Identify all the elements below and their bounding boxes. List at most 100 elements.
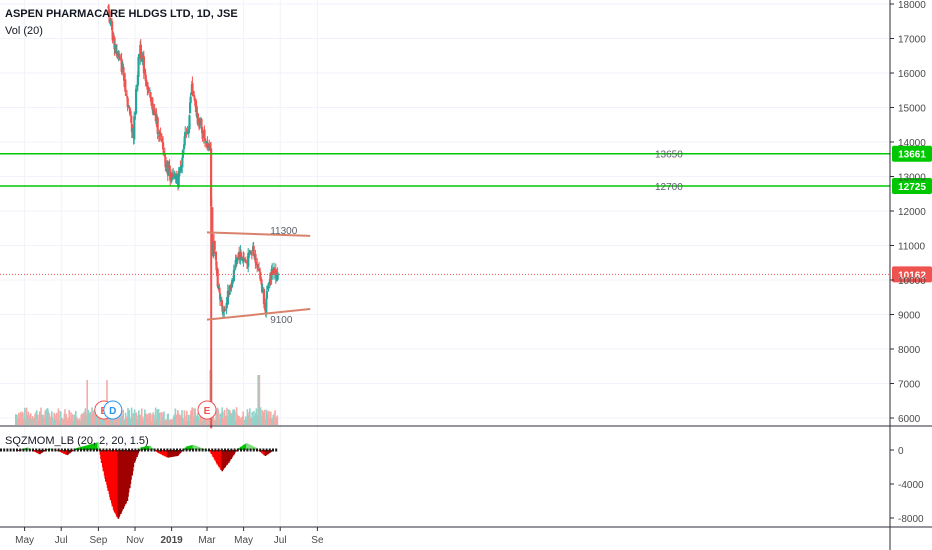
- candle-body: [187, 129, 190, 134]
- volume-bar: [43, 417, 45, 425]
- candle-body: [261, 289, 264, 293]
- candle-body: [256, 266, 259, 268]
- volume-bar: [81, 413, 83, 425]
- candle-body: [273, 268, 276, 270]
- momentum-bar: [240, 446, 243, 450]
- price-tick-label: 13000: [898, 173, 926, 184]
- volume-bar: [265, 409, 268, 425]
- momentum-bar: [135, 450, 137, 459]
- momentum-bar: [226, 450, 229, 464]
- momentum-bar: [90, 444, 92, 450]
- price-tick-label: 7000: [898, 380, 921, 391]
- volume-bar: [268, 410, 270, 425]
- momentum-bar: [43, 450, 46, 452]
- momentum-axis[interactable]: 0 -4000 -8000: [890, 446, 924, 525]
- volume-bar: [129, 419, 132, 425]
- volume-bar: [53, 412, 55, 425]
- trendline[interactable]: [206, 307, 311, 321]
- volume-bar: [118, 410, 121, 425]
- volume-bar: [186, 410, 188, 425]
- indicator-legend[interactable]: SQZMOM_LB (20, 2, 20, 1.5): [5, 435, 149, 447]
- volume-bar: [68, 409, 70, 425]
- volume-bar: [125, 417, 127, 425]
- candle-body: [129, 108, 132, 115]
- volume-bar: [45, 408, 48, 425]
- volume-bar: [62, 419, 64, 425]
- candle-body: [169, 171, 172, 181]
- candle-body: [211, 207, 214, 256]
- volume-bar: [83, 411, 85, 425]
- momentum-bar: [40, 450, 42, 454]
- candle-body: [244, 260, 247, 262]
- trendline-label: 11300: [270, 226, 298, 237]
- volume-bar: [72, 420, 75, 425]
- volume-bar: [132, 413, 135, 425]
- candle-body: [141, 56, 144, 62]
- trendline[interactable]: [206, 231, 311, 237]
- candle-body: [114, 45, 117, 48]
- volume-legend[interactable]: Vol (20): [5, 25, 43, 37]
- momentum-bar: [172, 450, 174, 457]
- candle-body: [253, 254, 256, 256]
- price-tick-label: 6000: [898, 414, 921, 425]
- volume-bar: [192, 416, 195, 425]
- support-resistance-levels: 13650 13661 12700 12725: [0, 145, 932, 194]
- candle-body: [111, 21, 114, 31]
- momentum-bar: [263, 450, 265, 456]
- volume-bar: [39, 411, 41, 425]
- candle-body: [111, 31, 114, 41]
- time-axis[interactable]: May Jul Sep Nov 2019 Mar May Jul Se: [15, 527, 324, 546]
- volume-bar: [226, 407, 228, 425]
- volume-bar: [262, 411, 265, 425]
- candle-body: [276, 272, 279, 280]
- momentum-bar: [164, 450, 166, 457]
- candle-body: [193, 96, 196, 98]
- candles: [107, 4, 279, 429]
- price-axis[interactable]: 18000 17000 16000 15000 14000 13000 12000 11000…: [890, 0, 926, 425]
- momentum-bar: [214, 450, 216, 461]
- volume-bar: [24, 407, 26, 425]
- time-tick-label: Jul: [274, 535, 287, 546]
- momentum-bar: [139, 449, 141, 450]
- candle-body: [201, 134, 204, 138]
- candle-body: [243, 257, 246, 260]
- volume-bar: [257, 375, 259, 425]
- momentum-bar: [225, 450, 227, 466]
- momentum-tick-label: -8000: [898, 514, 924, 525]
- momentum-bar: [178, 450, 180, 455]
- candle-body: [231, 280, 234, 288]
- volume-bar: [148, 413, 150, 425]
- candle-body: [206, 143, 209, 148]
- volume-bar: [36, 410, 38, 425]
- volume-bar: [91, 411, 94, 425]
- time-tick-label: Mar: [198, 535, 216, 546]
- dividend-marker[interactable]: [103, 400, 123, 420]
- candle-body: [219, 299, 222, 301]
- volume-bar: [232, 409, 234, 425]
- volume-bar: [30, 418, 33, 425]
- momentum-bar: [222, 450, 225, 470]
- candle-body: [275, 279, 278, 281]
- volume-bar: [144, 409, 146, 425]
- chart-header: ASPEN PHARMACARE HLDGS LTD, 1D, JSE Vol (…: [5, 8, 238, 447]
- earnings-marker[interactable]: [197, 400, 217, 420]
- volume-bar: [221, 407, 223, 425]
- candle-body: [200, 118, 203, 126]
- time-tick-label: May: [15, 535, 34, 546]
- volume-bar: [228, 409, 230, 425]
- candle-body: [223, 309, 226, 311]
- volume-bar: [110, 416, 112, 425]
- momentum-bar: [174, 450, 176, 457]
- momentum-bar: [80, 446, 82, 450]
- candle-body: [194, 98, 197, 107]
- momentum-bar: [189, 445, 192, 450]
- momentum-bar: [196, 446, 198, 450]
- volume-bar: [75, 410, 77, 425]
- momentum-bar: [170, 450, 172, 458]
- symbol-title[interactable]: ASPEN PHARMACARE HLDGS LTD, 1D, JSE: [5, 8, 238, 20]
- candle-body: [109, 21, 112, 26]
- volume-bar: [135, 412, 138, 425]
- momentum-bar: [229, 450, 231, 461]
- volume-bar: [152, 412, 154, 425]
